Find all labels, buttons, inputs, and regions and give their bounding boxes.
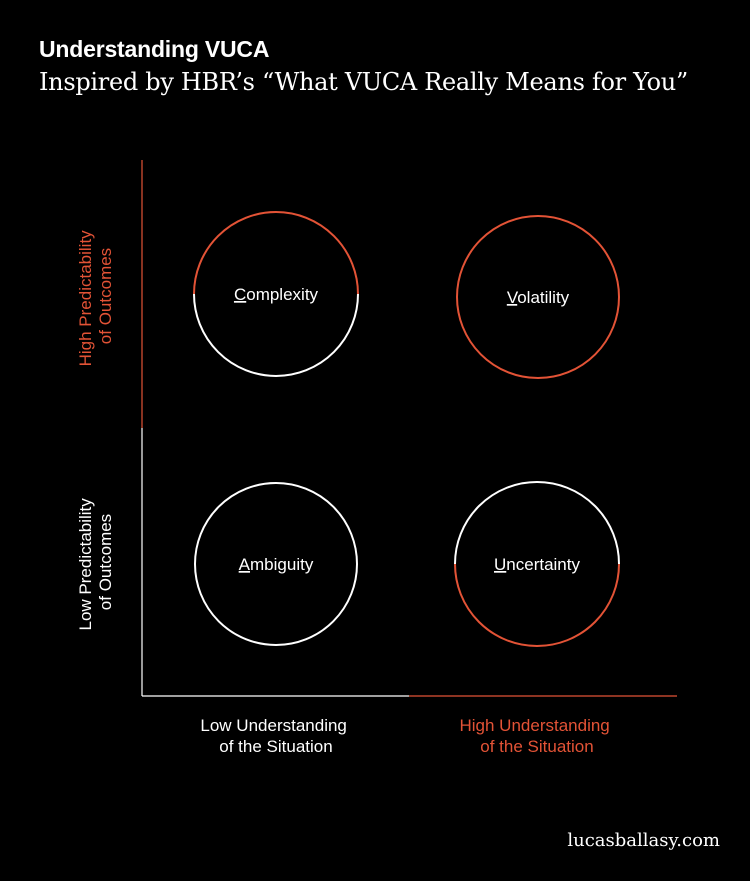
complexity-label: Complexity: [234, 285, 319, 304]
page-subtitle: Inspired by HBR’s “What VUCA Really Mean…: [39, 68, 688, 96]
y-axis-high-label: High Predictability of Outcomes: [76, 226, 115, 367]
complexity-circle-bottom: [193, 293, 359, 377]
volatility-label: Volatility: [507, 288, 570, 307]
uncertainty-circle-bottom: [454, 563, 620, 647]
page-title: Understanding VUCA: [39, 36, 270, 62]
complexity-circle-top: [193, 211, 359, 295]
x-axis-high-label: High Understanding of the Situation: [460, 716, 615, 756]
x-axis-low-label: Low Understanding of the Situation: [200, 716, 351, 756]
ambiguity-circle: [194, 482, 358, 646]
volatility-circle: [456, 215, 620, 379]
ambiguity-label: Ambiguity: [239, 555, 314, 574]
quadrant-uncertainty: Uncertainty: [454, 481, 620, 647]
uncertainty-label: Uncertainty: [494, 555, 580, 574]
y-axis-low-label: Low Predictability of Outcomes: [76, 493, 115, 630]
quadrant-ambiguity: Ambiguity: [194, 482, 358, 646]
quadrant-complexity: Complexity: [193, 211, 359, 377]
uncertainty-circle-top: [454, 481, 620, 565]
quadrant-volatility: Volatility: [456, 215, 620, 379]
footer-site-link[interactable]: lucasballasy.com: [567, 830, 720, 851]
